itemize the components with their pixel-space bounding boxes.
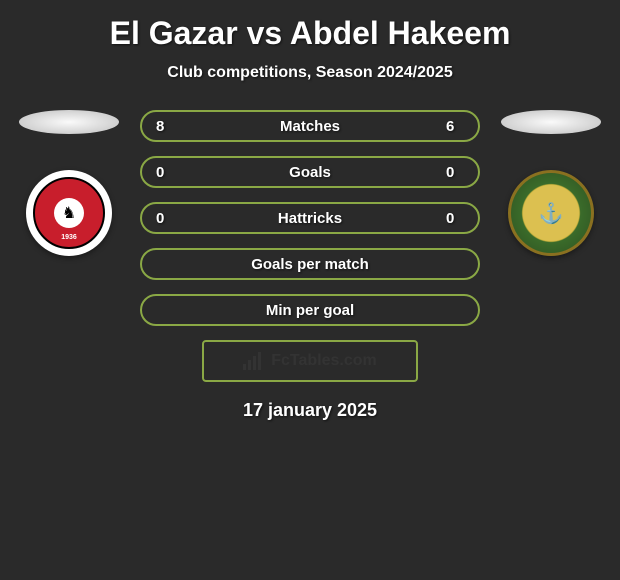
watermark-box: FcTables.com: [202, 340, 418, 382]
bars-icon: [243, 352, 265, 370]
player-silhouette-right: [501, 110, 601, 134]
stats-column: 8 Matches 6 0 Goals 0 0 Hattricks 0 Goal…: [140, 110, 480, 326]
stat-label: Goals per match: [251, 256, 369, 273]
club-logo-left: ♞ 1936: [26, 170, 112, 256]
season-subtitle: Club competitions, Season 2024/2025: [0, 64, 620, 82]
watermark-text: FcTables.com: [271, 352, 377, 370]
stat-row-hattricks: 0 Hattricks 0: [140, 202, 480, 234]
club-logo-left-ring: ♞ 1936: [33, 177, 105, 249]
stat-label: Goals: [289, 164, 331, 181]
main-row: ♞ 1936 8 Matches 6 0 Goals 0 0 Hattricks…: [0, 110, 620, 326]
stat-row-mpg: Min per goal: [140, 294, 480, 326]
anchor-icon: ⚓: [539, 201, 564, 226]
player-silhouette-left: [19, 110, 119, 134]
comparison-card: El Gazar vs Abdel Hakeem Club competitio…: [0, 0, 620, 431]
stat-row-gpm: Goals per match: [140, 248, 480, 280]
stat-left-value: 0: [156, 164, 174, 181]
stat-right-value: 0: [446, 164, 464, 181]
club-logo-left-emblem: ♞: [54, 198, 84, 228]
left-player-col: ♞ 1936: [14, 110, 124, 256]
right-player-col: ⚓: [496, 110, 606, 256]
comparison-date: 17 january 2025: [0, 400, 620, 421]
club-logo-right-emblem: ⚓: [523, 185, 579, 241]
club-logo-right: ⚓: [508, 170, 594, 256]
stat-label: Min per goal: [266, 302, 354, 319]
stat-row-matches: 8 Matches 6: [140, 110, 480, 142]
stat-label: Hattricks: [278, 210, 342, 227]
stat-left-value: 8: [156, 118, 174, 135]
stat-row-goals: 0 Goals 0: [140, 156, 480, 188]
club-logo-left-year: 1936: [61, 234, 77, 241]
stat-right-value: 0: [446, 210, 464, 227]
stat-right-value: 6: [446, 118, 464, 135]
page-title: El Gazar vs Abdel Hakeem: [0, 15, 620, 52]
stat-label: Matches: [280, 118, 340, 135]
stat-left-value: 0: [156, 210, 174, 227]
